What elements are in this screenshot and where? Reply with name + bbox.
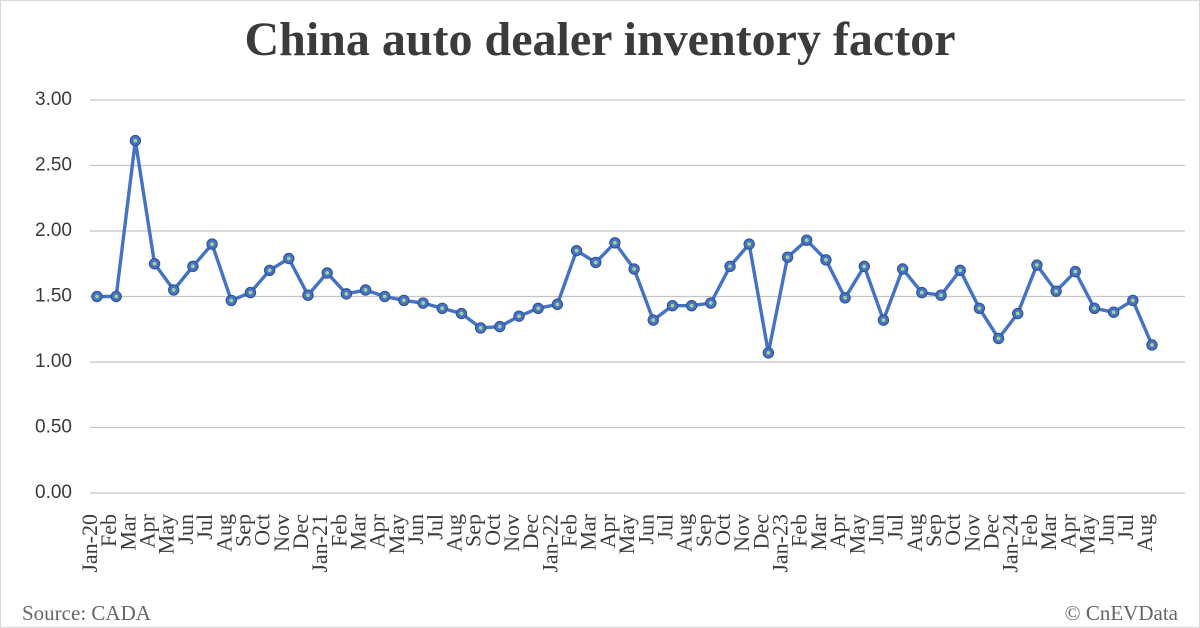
- svg-text:3.00: 3.00: [35, 89, 72, 110]
- svg-text:1.50: 1.50: [35, 286, 72, 307]
- svg-text:0.50: 0.50: [35, 417, 72, 438]
- svg-text:2.00: 2.00: [35, 220, 72, 241]
- svg-text:2.50: 2.50: [35, 155, 72, 176]
- svg-text:0.00: 0.00: [35, 482, 72, 503]
- svg-text:1.00: 1.00: [35, 351, 72, 372]
- svg-text:Aug: Aug: [1132, 514, 1157, 552]
